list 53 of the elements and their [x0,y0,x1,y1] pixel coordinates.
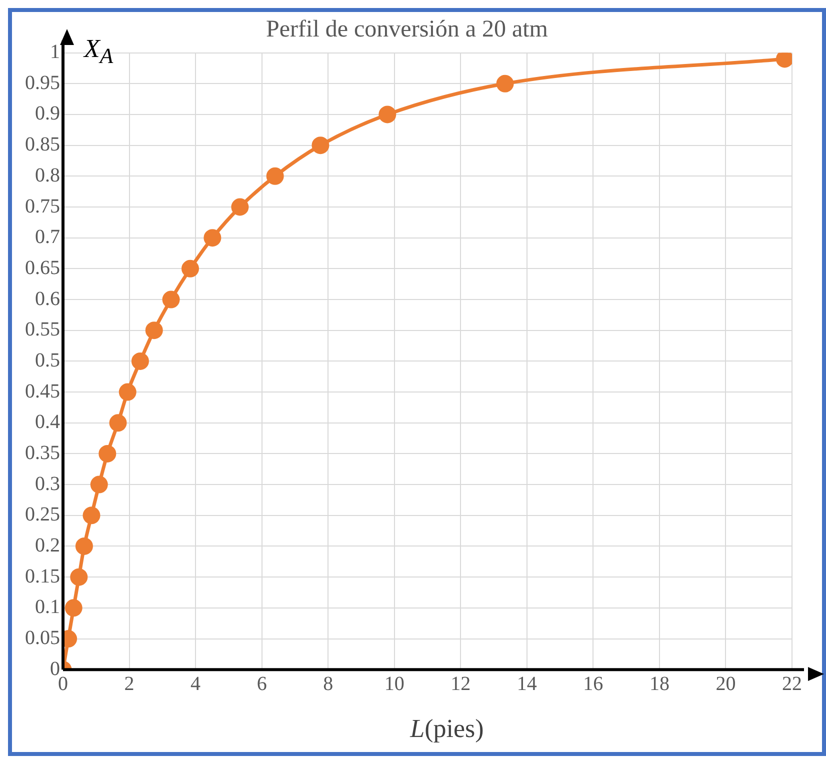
y-tick-label: 0.65 [25,256,60,279]
y-tick-label: 0.4 [35,411,60,434]
y-tick-label: 0.25 [25,504,60,526]
point [231,198,249,216]
x-tick-label: 2 [124,672,134,695]
point [181,260,199,278]
point [109,414,127,432]
point [118,383,136,401]
x-axis-title: L(pies) [408,714,485,744]
x-tick-label: 12 [450,672,471,695]
point [162,290,180,308]
chart-title: Perfil de conversión a 20 atm [266,16,548,43]
point [70,568,88,586]
x-tick-label: 18 [649,672,670,695]
point [82,506,100,524]
y-tick-label: 0.8 [35,164,60,186]
point [90,476,108,494]
y-tick-label: 0.7 [35,226,60,248]
x-tick-label: 8 [323,672,334,695]
point [312,136,330,154]
y-tick-label: 0 [50,658,60,680]
y-tick-label: 0.05 [25,627,60,650]
y-tick-label: 0.2 [35,534,60,556]
x-tick-label: 20 [716,672,736,695]
x-tick-label: 6 [256,672,267,695]
point [131,352,149,370]
y-tick-label: 0.35 [25,442,60,464]
point [75,537,93,555]
x-tick-label: 16 [583,672,604,695]
x-tick-label: 4 [190,672,201,695]
point [98,444,116,462]
y-tick-label: 0.85 [25,134,60,156]
y-tick-label: 0.1 [35,596,60,618]
point [266,167,284,185]
y-tick-label: 0.9 [35,102,60,125]
point [145,322,163,340]
point [204,229,222,247]
y-tick-label: 1 [50,41,60,64]
point [378,106,396,124]
y-tick-label: 0.55 [25,318,60,341]
y-axis-title: X$_{A}$ [84,34,114,70]
y-tick-label: 0.75 [25,195,60,218]
y-tick-label: 0.45 [25,380,60,402]
x-tick-label: 22 [782,672,802,695]
y-tick-label: 0.15 [25,565,60,588]
y-tick-label: 0.95 [25,72,60,94]
y-tick-label: 0.3 [35,472,60,495]
y-tick-label: 0.6 [35,288,60,310]
point [64,599,82,617]
x-tick-label: 14 [516,672,537,695]
point [496,74,514,92]
y-tick-label: 0.5 [35,349,60,372]
x-tick-label: 10 [384,672,404,695]
